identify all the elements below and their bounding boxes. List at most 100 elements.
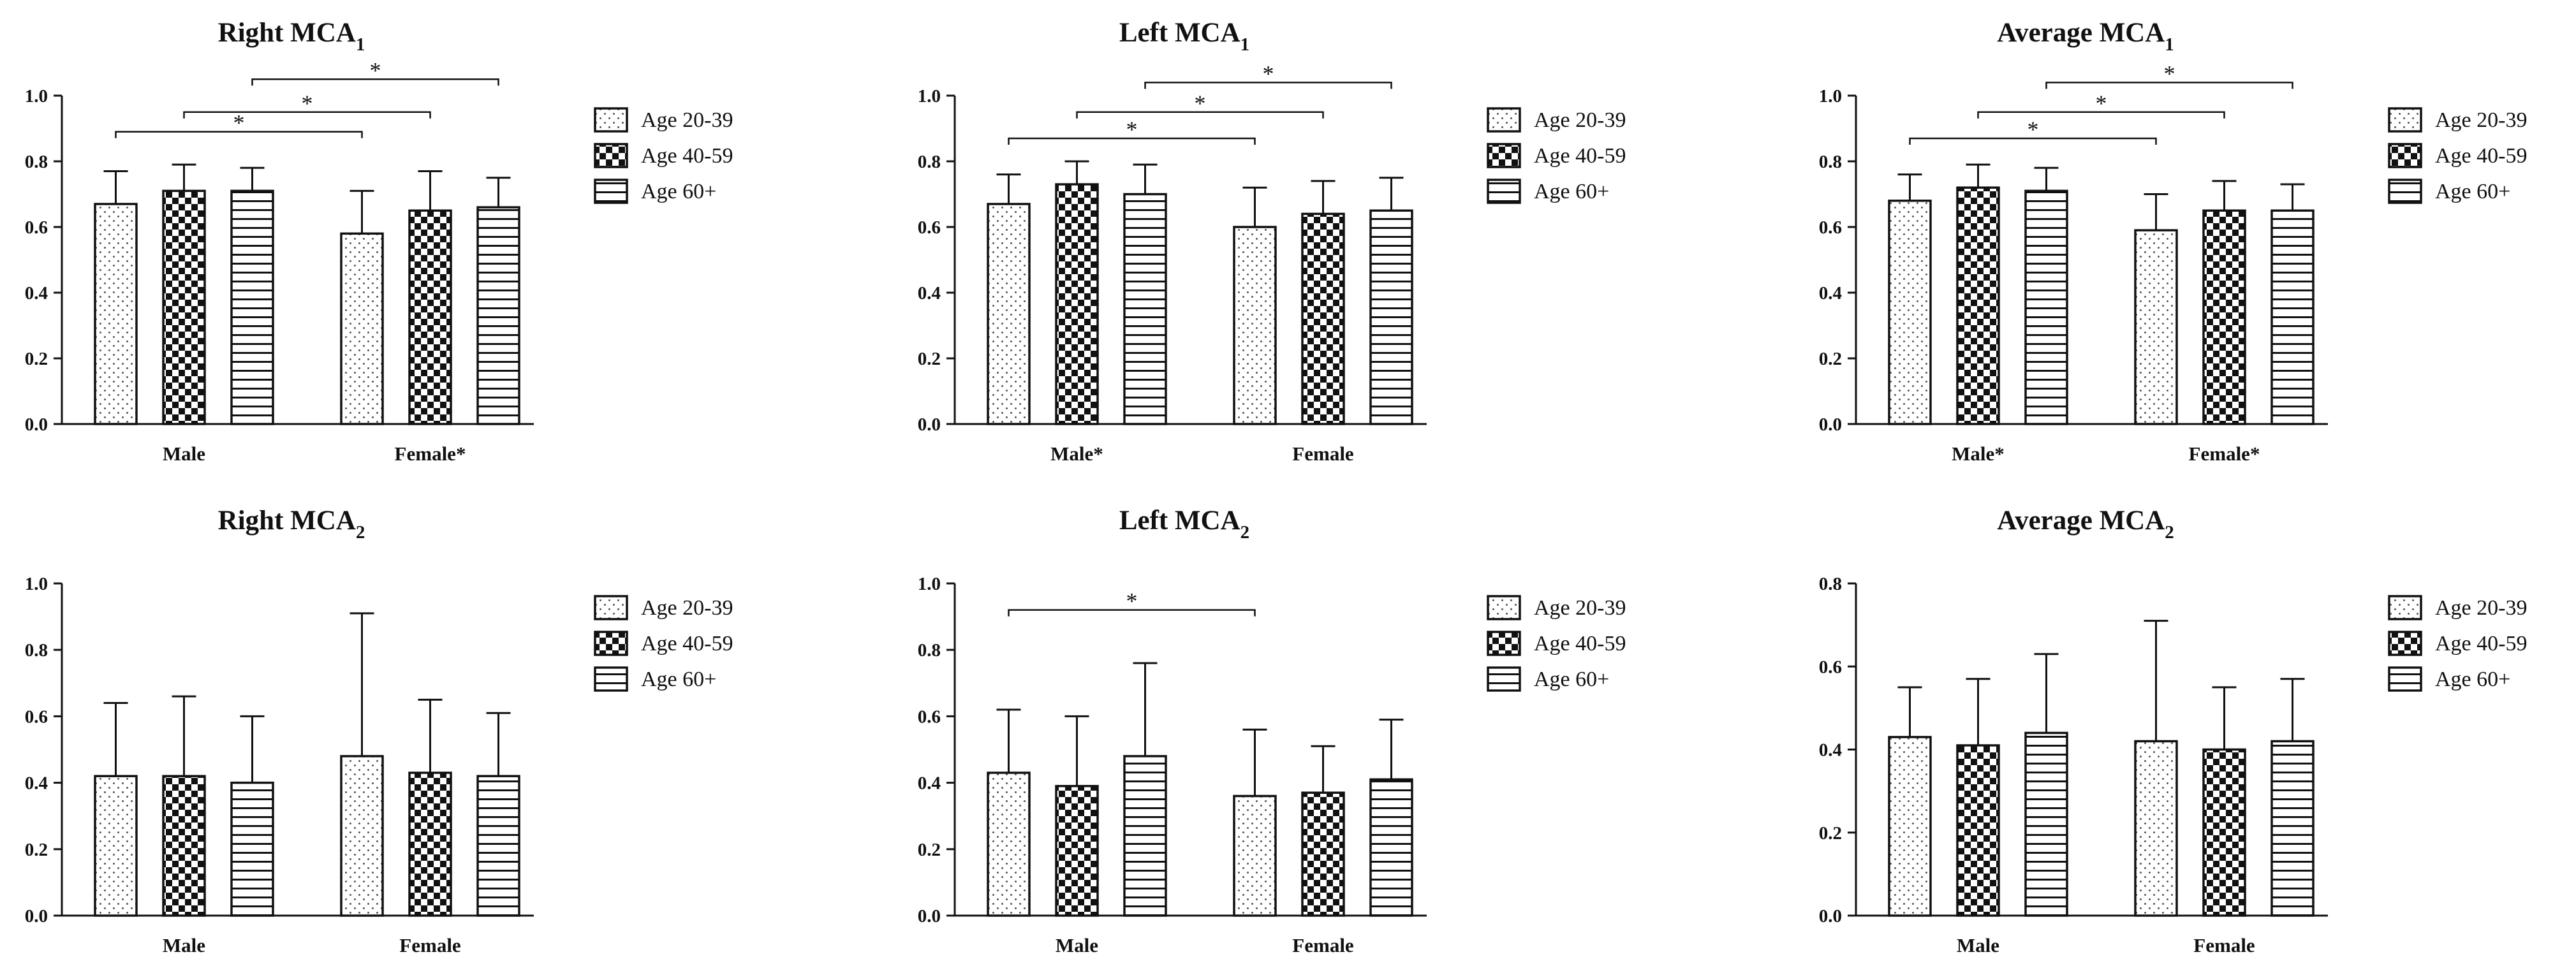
y-tick-label: 0.8: [918, 640, 941, 661]
bar: [1888, 200, 1932, 425]
y-tick-label: 0.4: [25, 283, 48, 304]
chart-title-main: Right MCA: [218, 506, 356, 536]
y-tick-label: 0.0: [1819, 906, 1842, 926]
chart-title: Average MCA2: [1997, 506, 2174, 543]
bar: [162, 189, 206, 425]
y-tick-label: 0.4: [918, 773, 941, 794]
y-tick-label: 0.8: [25, 152, 48, 172]
chart-panel: Average MCA2 0.0 0.2 0.4 0.6 0.8 Male Female Age…: [1819, 506, 2528, 956]
y-tick-label: 0.0: [918, 414, 941, 435]
chart-title: Right MCA1: [218, 18, 365, 55]
significance-star: *: [1263, 61, 1274, 86]
legend: Age 20-39 Age 40-59 Age 60+: [1487, 595, 1626, 692]
chart-title-subscript: 2: [2165, 522, 2174, 543]
y-tick-label: 0.2: [1819, 823, 1842, 844]
x-tick-label: Female: [399, 934, 460, 956]
y-tick-label: 0.6: [1819, 217, 1842, 238]
legend-label: Age 40-59: [1534, 632, 1626, 655]
y-tick-label: 0.2: [918, 840, 941, 860]
chart-title-main: Average MCA: [1997, 506, 2165, 536]
legend-label: Age 20-39: [2435, 108, 2527, 132]
chart-title-subscript: 1: [356, 34, 365, 55]
y-tick-label: 1.0: [918, 86, 941, 106]
y-tick-label: 0.6: [918, 706, 941, 727]
significance-bracket: [1008, 137, 1256, 145]
legend-label: Age 40-59: [2435, 632, 2527, 655]
chart-title: Average MCA1: [1997, 18, 2174, 55]
bar: [2024, 189, 2068, 425]
legend-label: Age 40-59: [2435, 144, 2527, 168]
bar: [1123, 755, 1167, 917]
bar: [1301, 212, 1345, 425]
legend-label: Age 60+: [2435, 668, 2510, 691]
legend-swatch: [594, 107, 628, 133]
bar: [230, 781, 274, 917]
bar: [987, 203, 1031, 425]
legend-swatch: [2388, 666, 2422, 692]
bar: [1301, 791, 1345, 917]
y-tick-label: 0.6: [918, 217, 941, 238]
x-tick-label: Female: [2193, 934, 2255, 956]
bar: [2134, 229, 2178, 425]
bar: [2271, 209, 2315, 425]
significance-bracket: [2045, 82, 2293, 89]
y-tick-label: 0.6: [25, 706, 48, 727]
legend: Age 20-39 Age 40-59 Age 60+: [594, 107, 733, 204]
legend-swatch: [594, 666, 628, 692]
significance-star: *: [233, 110, 245, 136]
legend: Age 20-39 Age 40-59 Age 60+: [1487, 107, 1626, 204]
bar: [94, 203, 138, 425]
bar: [162, 775, 206, 917]
y-tick-label: 1.0: [1819, 86, 1842, 106]
chart-title-main: Left MCA: [1119, 506, 1240, 536]
significance-bracket: [1076, 111, 1324, 119]
legend-swatch: [1487, 179, 1521, 204]
legend-swatch: [1487, 631, 1521, 656]
bar: [1888, 736, 1932, 917]
bar: [230, 189, 274, 425]
significance-star: *: [2028, 117, 2039, 142]
bar: [2024, 731, 2068, 917]
bar: [340, 755, 384, 917]
chart-panel: Left MCA1 0.0 0.2 0.4 0.6 0.8 1.0 Male* Female * *…: [918, 18, 1626, 465]
legend: Age 20-39 Age 40-59 Age 60+: [594, 595, 733, 692]
legend-swatch: [2388, 107, 2422, 133]
y-tick-label: 0.8: [1819, 574, 1842, 594]
bar: [1233, 226, 1277, 425]
bar: [1123, 193, 1167, 425]
legend-swatch: [594, 143, 628, 168]
legend-swatch: [594, 179, 628, 204]
y-tick-label: 0.0: [25, 906, 48, 926]
y-tick-label: 0.0: [1819, 414, 1842, 435]
chart-title-subscript: 1: [2165, 34, 2174, 55]
significance-star: *: [1195, 91, 1206, 116]
y-tick-label: 0.8: [25, 640, 48, 661]
y-tick-label: 0.2: [25, 840, 48, 860]
legend-swatch: [2388, 631, 2422, 656]
bar: [2202, 209, 2246, 425]
legend-label: Age 20-39: [641, 108, 733, 132]
chart-title-subscript: 2: [1240, 522, 1250, 543]
chart-title-main: Left MCA: [1119, 18, 1240, 48]
chart-panel: Left MCA2 0.0 0.2 0.4 0.6 0.8 1.0 Male Female * Ag…: [918, 506, 1626, 956]
legend-swatch: [1487, 143, 1521, 168]
significance-star: *: [370, 57, 381, 83]
x-tick-label: Female: [1292, 443, 1353, 465]
x-tick-label: Female*: [395, 443, 466, 465]
chart-panel: Right MCA2 0.0 0.2 0.4 0.6 0.8 1.0 Male Female Ag…: [25, 506, 733, 956]
chart-title-main: Average MCA: [1997, 18, 2165, 48]
significance-star: *: [2096, 91, 2107, 116]
legend: Age 20-39 Age 40-59 Age 60+: [2388, 595, 2527, 692]
legend-swatch: [1487, 107, 1521, 133]
y-tick-label: 1.0: [918, 574, 941, 594]
x-tick-label: Male*: [1050, 443, 1103, 465]
x-tick-label: Male: [1056, 934, 1098, 956]
x-tick-label: Male: [163, 934, 205, 956]
legend-label: Age 60+: [1534, 180, 1609, 203]
y-tick-label: 0.8: [918, 152, 941, 172]
significance-bracket: [1144, 82, 1392, 89]
legend-swatch: [2388, 595, 2422, 620]
y-tick-label: 0.2: [1819, 349, 1842, 369]
